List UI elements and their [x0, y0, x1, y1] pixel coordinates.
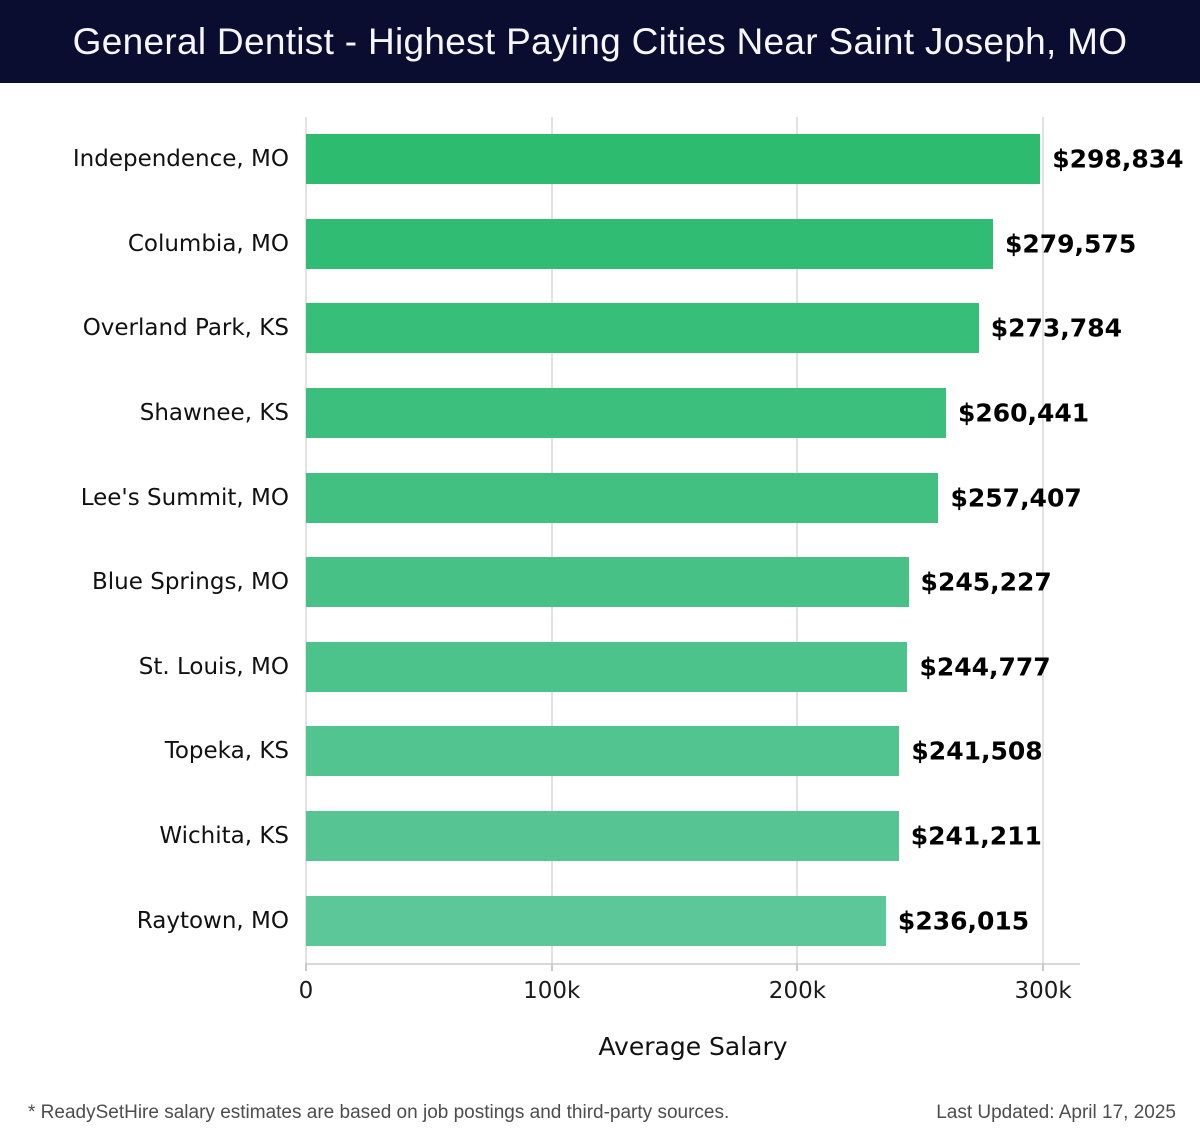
chart-header: General Dentist - Highest Paying Cities … [0, 0, 1200, 83]
tick-mark [796, 963, 799, 971]
bar-row: Columbia, MO $279,575 [128, 202, 1136, 287]
salary-bar [306, 726, 900, 777]
category-label: Raytown, MO [136, 907, 289, 934]
bar-row: Raytown, MO $236,015 [137, 878, 1080, 963]
gridline [550, 117, 553, 963]
bar-row: Independence, MO $298,834 [73, 117, 1184, 202]
value-label: $260,441 [957, 398, 1090, 428]
gridline [796, 117, 799, 963]
tick-mark [305, 963, 307, 971]
category-label: Wichita, KS [159, 823, 289, 850]
tick-label: 200k [768, 978, 827, 1004]
category-label: Shawnee, KS [139, 400, 289, 427]
category-label: Topeka, KS [164, 738, 289, 765]
category-label: Columbia, MO [127, 230, 289, 257]
salary-bar [306, 218, 993, 269]
value-label: $273,784 [990, 313, 1122, 343]
chart-footer: * ReadySetHire salary estimates are base… [28, 1102, 1176, 1124]
tick-label: 0 [298, 978, 314, 1004]
salary-bar [306, 388, 946, 439]
footer-last-updated: Last Updated: April 17, 2025 [936, 1102, 1176, 1123]
chart-title: General Dentist - Highest Paying Cities … [72, 20, 1128, 62]
gridline [305, 117, 307, 963]
footer-disclaimer: * ReadySetHire salary estimates are base… [28, 1102, 730, 1123]
bar-row: Lee's Summit, MO $257,407 [81, 455, 1082, 540]
bar-row: Shawnee, KS $260,441 [140, 371, 1089, 456]
value-label: $257,407 [950, 483, 1082, 513]
bar-row: Wichita, KS $241,211 [159, 794, 1080, 879]
category-label: Lee's Summit, MO [80, 484, 289, 511]
value-label: $244,777 [919, 652, 1051, 682]
salary-bar [306, 134, 1041, 185]
salary-bar [306, 641, 908, 692]
tick-mark [1042, 963, 1045, 971]
gridline [1042, 117, 1045, 963]
tick-mark [550, 963, 553, 971]
value-label: $298,834 [1052, 144, 1184, 174]
bar-row: Topeka, KS $241,508 [165, 709, 1080, 794]
category-label: Overland Park, KS [82, 315, 289, 342]
salary-bar [306, 472, 939, 523]
salary-bar [306, 811, 899, 862]
salary-bar [306, 303, 979, 354]
bar-row: Blue Springs, MO $245,227 [92, 540, 1080, 625]
bar-row: St. Louis, MO $244,777 [139, 625, 1080, 710]
category-label: St. Louis, MO [138, 653, 289, 680]
salary-bar [306, 895, 886, 946]
value-label: $245,227 [920, 567, 1052, 597]
category-label: Independence, MO [72, 146, 289, 173]
plot-area: Independence, MO $298,834 Columbia, MO $… [73, 117, 1184, 971]
category-label: Blue Springs, MO [92, 569, 289, 596]
tick-label: 100k [523, 978, 581, 1004]
value-label: $241,508 [911, 736, 1043, 766]
value-label: $236,015 [897, 906, 1030, 936]
salary-bar [306, 557, 909, 608]
x-axis: 0 100k 200k 300k [299, 978, 1080, 1010]
value-label: $279,575 [1004, 229, 1137, 259]
tick-label: 300k [1014, 978, 1072, 1004]
bar-row: Overland Park, KS $273,784 [83, 286, 1122, 371]
value-label: $241,211 [910, 821, 1042, 851]
x-axis-label: Average Salary [598, 1032, 788, 1061]
